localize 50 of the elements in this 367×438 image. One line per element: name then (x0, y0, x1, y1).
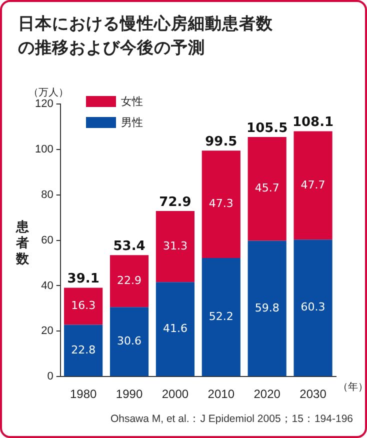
data-label: 16.3 (71, 299, 96, 312)
data-label: 45.7 (254, 182, 280, 195)
bar (248, 136, 286, 241)
data-label: 52.2 (208, 310, 234, 323)
total-label: 108.1 (292, 115, 334, 130)
data-label: 47.3 (208, 197, 234, 210)
data-label: 59.8 (254, 301, 280, 314)
bar (64, 288, 103, 325)
bar (110, 255, 149, 308)
total-label: 99.5 (205, 134, 238, 150)
x-tick-label: 2010 (208, 387, 235, 402)
y-tick-label: 20 (41, 325, 54, 338)
bar (64, 324, 103, 376)
text: Ohsawa M, et al.：J Epidemiol 2005；15：194-196 (110, 412, 353, 426)
text: （万人） (28, 88, 68, 99)
chart-title: 日本における慢性心房細動患者数の推移および今後の予測 (18, 13, 274, 59)
data-label: 31.3 (162, 239, 188, 252)
y-tick-label: 40 (41, 280, 54, 292)
y-tick-label: 120 (34, 98, 54, 110)
data-label: 22.9 (117, 274, 142, 287)
bar (248, 240, 286, 376)
x-tick-label: 2020 (254, 387, 281, 402)
x-tick-label: 1990 (116, 387, 143, 402)
y-axis-title: 患者数 (16, 220, 29, 268)
y-tick-label: 80 (41, 188, 54, 201)
x-tick-label: 1980 (70, 387, 97, 402)
bar (294, 240, 332, 376)
x-axis-title: （年） (338, 381, 367, 394)
legend-label: 女性 (121, 94, 143, 109)
bar (202, 258, 240, 376)
y-tick-label: 100 (34, 143, 54, 156)
data-label: 22.8 (71, 343, 96, 356)
total-label: 53.4 (113, 238, 146, 254)
y-tick-label: 0 (47, 370, 54, 383)
y-tick-label: 60 (41, 234, 54, 246)
total-label: 105.5 (246, 120, 288, 136)
total-label: 39.1 (67, 272, 100, 287)
bar (202, 150, 240, 258)
bar (156, 282, 194, 376)
bar (294, 131, 332, 240)
x-tick-label: 2000 (162, 387, 189, 402)
bar (110, 307, 149, 376)
data-label: 60.3 (300, 300, 326, 314)
x-tick-label: 2030 (300, 387, 327, 402)
bar (156, 210, 194, 282)
data-label: 30.6 (117, 334, 142, 348)
legend-label: 男性 (121, 115, 143, 130)
total-label: 72.9 (159, 194, 192, 210)
data-label: 47.7 (300, 178, 326, 192)
data-label: 41.6 (162, 322, 188, 335)
